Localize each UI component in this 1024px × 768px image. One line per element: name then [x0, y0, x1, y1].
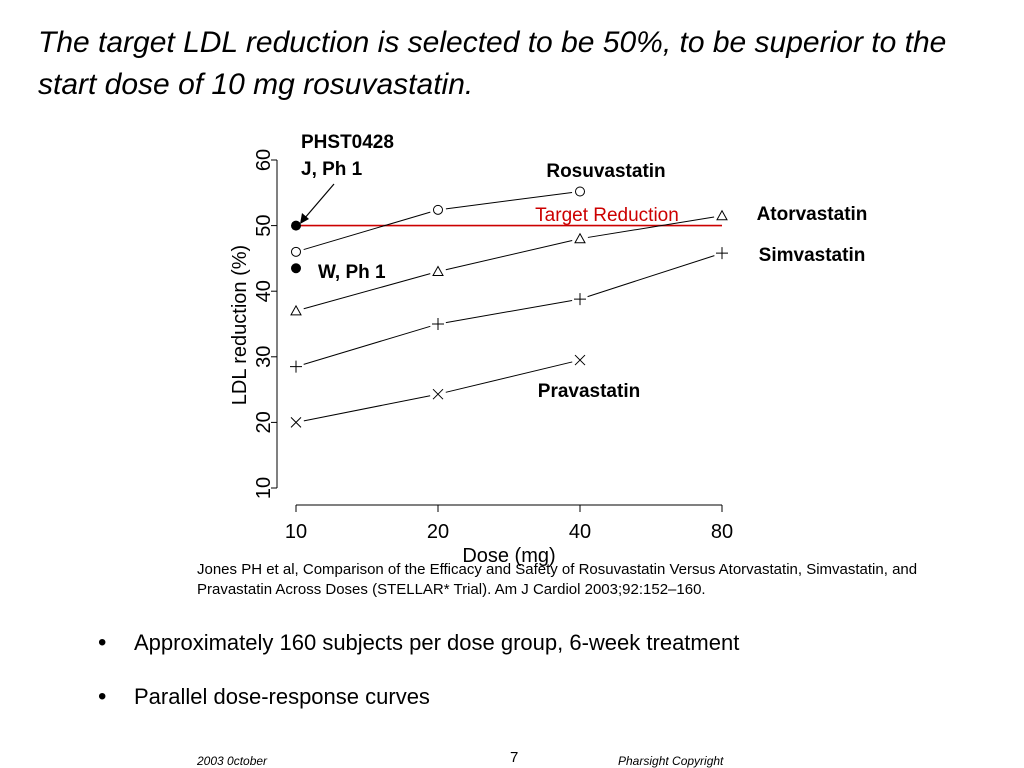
y-tick-label: 30: [253, 346, 275, 368]
x-tick-label: 80: [711, 521, 733, 543]
simvastatin-line-segment: [445, 299, 573, 324]
rosuvastatin-line-segment: [445, 192, 573, 210]
atorvastatin-point: [574, 232, 586, 244]
simvastatin-point: [574, 293, 586, 306]
pravastatin-point: [574, 354, 586, 366]
phst-arrow-line: [303, 183, 335, 220]
y-tick-label: 50: [253, 214, 275, 236]
pravastatin-line-segment: [445, 361, 573, 393]
simvastatin-label: Simvastatin: [759, 245, 866, 266]
bullet-text: Parallel dose-response curves: [134, 684, 430, 709]
bullet-item: • Parallel dose-response curves: [92, 682, 739, 736]
simvastatin-point: [716, 247, 728, 260]
phst-point-label-line1: PHST0428: [301, 132, 394, 153]
citation: Jones PH et al, Comparison of the Effica…: [197, 561, 918, 598]
atorvastatin-line-segment: [587, 216, 715, 238]
x-tick-label: 20: [427, 521, 449, 543]
target-reduction-label: Target Reduction: [535, 205, 679, 226]
atorvastatin-label: Atorvastatin: [757, 204, 868, 225]
w-point-label: W, Ph 1: [318, 262, 386, 283]
simvastatin-point: [432, 318, 444, 330]
atorvastatin-line-segment: [445, 240, 573, 271]
study-point-1: [291, 220, 301, 231]
bullet-item: • Approximately 160 subjects per dose gr…: [92, 628, 739, 682]
footer-date: 2003 0ctober: [197, 754, 268, 768]
simvastatin-point: [290, 360, 302, 373]
rosuvastatin-line-segment: [303, 211, 431, 251]
x-tick-label: 40: [569, 521, 591, 543]
atorvastatin-point: [290, 304, 302, 316]
rosuvastatin-point: [433, 204, 443, 215]
atorvastatin-line-segment: [303, 273, 431, 310]
x-tick-label: 10: [285, 521, 307, 543]
pravastatin-point: [290, 417, 302, 428]
bullet-dot-icon: •: [98, 629, 107, 656]
pravastatin-label: Pravastatin: [538, 381, 640, 402]
footer-copyright: Pharsight Copyright: [618, 754, 724, 768]
y-tick-label: 20: [253, 411, 275, 433]
phst-point-label-line2: J, Ph 1: [301, 159, 363, 180]
bullet-text: Approximately 160 subjects per dose grou…: [134, 630, 740, 655]
simvastatin-line-segment: [587, 255, 715, 298]
ldl-dose-response-chart: 10 20 30 40 50 60 10 20 40 80 Dose (mg) LDL reducti…: [229, 132, 868, 567]
atorvastatin-point: [716, 209, 728, 221]
y-axis-title: LDL reduction (%): [229, 245, 251, 405]
rosuvastatin-label: Rosuvastatin: [546, 161, 665, 182]
y-tick-label: 40: [253, 280, 275, 302]
rosuvastatin-point: [575, 186, 585, 197]
slide-title: The target LDL reduction is selected to …: [38, 26, 947, 101]
x-axis-title: Dose (mg): [462, 545, 555, 567]
atorvastatin-point: [432, 265, 444, 277]
rosuvastatin-point: [291, 246, 301, 257]
study-point-2: [291, 263, 301, 274]
bullet-dot-icon: •: [98, 683, 107, 710]
bullet-list: • Approximately 160 subjects per dose gr…: [92, 628, 739, 736]
simvastatin-line-segment: [303, 325, 431, 365]
y-tick-label: 60: [253, 149, 275, 171]
pravastatin-point: [432, 388, 444, 400]
page-number: 7: [510, 749, 519, 766]
phst-arrow-head-icon: [300, 213, 309, 224]
y-tick-label: 10: [253, 477, 275, 499]
pravastatin-line-segment: [303, 395, 431, 422]
